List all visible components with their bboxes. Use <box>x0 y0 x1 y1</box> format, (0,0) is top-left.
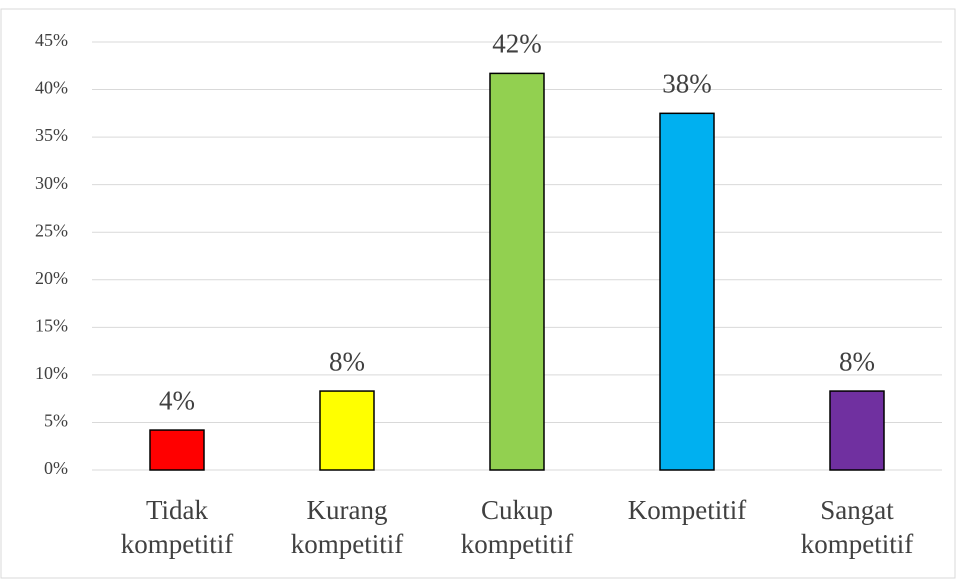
data-label: 38% <box>662 69 712 99</box>
y-tick-label: 10% <box>35 363 68 383</box>
bar <box>319 390 375 471</box>
chart-border <box>0 8 956 579</box>
data-label: 8% <box>329 346 365 376</box>
bar <box>149 429 205 471</box>
x-tick-label: Kompetitif <box>627 495 747 525</box>
data-label: 4% <box>159 385 195 415</box>
bar <box>489 72 545 471</box>
x-tick-label: Cukup kompetitif <box>460 495 574 559</box>
y-tick-label: 5% <box>44 411 68 431</box>
y-tick-label: 25% <box>35 220 68 240</box>
x-tick-label: Kurang kompetitif <box>290 495 404 559</box>
y-tick-label: 20% <box>35 268 68 288</box>
y-tick-label: 35% <box>35 125 68 145</box>
y-tick-label: 15% <box>35 315 68 335</box>
data-label: 8% <box>839 346 875 376</box>
y-tick-label: 30% <box>35 173 68 193</box>
data-label: 42% <box>492 29 542 59</box>
y-tick-label: 40% <box>35 78 68 98</box>
y-tick-label: 45% <box>35 30 68 50</box>
x-tick-label: Sangat kompetitif <box>800 495 914 559</box>
y-tick-label: 0% <box>44 458 68 478</box>
bar <box>659 112 715 471</box>
bar <box>829 390 885 471</box>
x-tick-label: Tidak kompetitif <box>120 495 234 559</box>
